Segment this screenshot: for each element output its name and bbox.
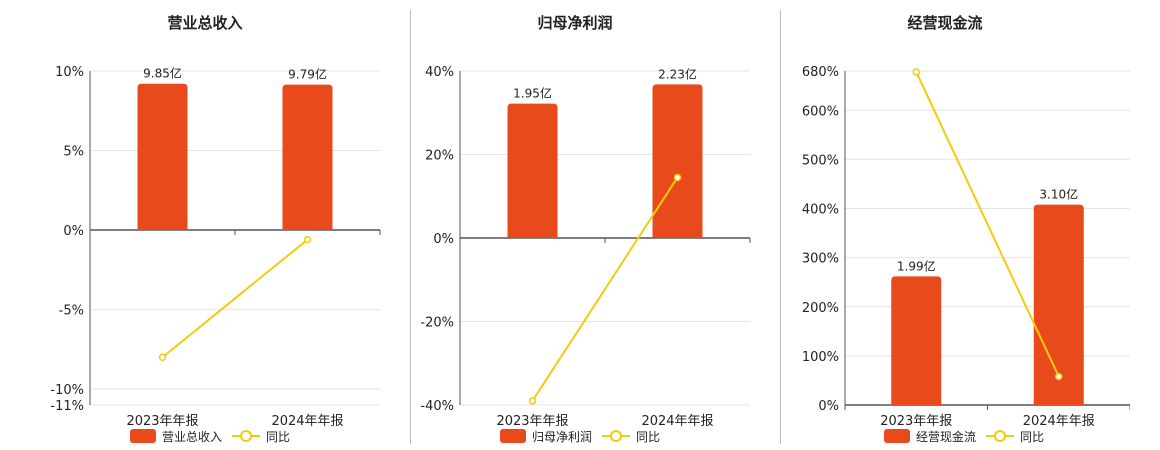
y-tick-label: 10% (55, 65, 84, 80)
y-tick-label: 5% (63, 145, 84, 160)
y-tick-label: 0% (433, 232, 454, 247)
bar (282, 84, 333, 231)
legend-line-marker (240, 430, 252, 442)
chart-panel-revenue: 营业总收入 10% 5% 0% -5% -10% -11% 9.85亿 9.79亿 2023年年… (20, 0, 390, 450)
y-tick-label: 0% (818, 399, 839, 414)
yoy-line (915, 71, 1060, 377)
chart-title: 营业总收入 (167, 14, 243, 32)
legend-line-label: 同比 (266, 430, 290, 444)
y-tick-label: -20% (420, 316, 454, 331)
panel-divider (410, 10, 411, 444)
y-tick-label: 300% (802, 252, 839, 267)
chart-revenue: 10% 5% 0% -5% -10%-11% 9.85亿 9.79亿 2023年年报 2024年… (50, 65, 381, 444)
y-tick-label: -10% (50, 383, 84, 398)
x-tick-label: 2024年年报 (271, 414, 343, 429)
bar (507, 103, 558, 238)
y-tick-label: 400% (802, 203, 839, 218)
x-tick-label: 2023年年报 (496, 414, 568, 429)
y-tick-label: 20% (425, 149, 454, 164)
legend-line-marker (610, 430, 622, 442)
yoy-point (528, 397, 537, 405)
legend-line-label: 同比 (636, 430, 660, 444)
bar-data-label: 9.79亿 (288, 67, 327, 82)
y-tick-label: 500% (802, 153, 839, 168)
x-tick-label: 2023年年报 (880, 414, 952, 429)
y-tick-label: 680% (802, 65, 839, 80)
x-tick-label: 2024年年报 (641, 414, 713, 429)
legend-line-marker (994, 430, 1006, 442)
y-tick-label: 40% (425, 65, 454, 80)
y-tick-label: -5% (59, 304, 84, 319)
chart-panel-operating-cash-flow: 经营现金流 680% 600% 500% 400% 300% 200% 100% 0% 1.99… (760, 0, 1130, 450)
legend-bar-swatch (884, 429, 910, 443)
bar-data-label: 1.99亿 (897, 258, 936, 273)
yoy-line (531, 176, 679, 402)
bar-data-label: 3.10亿 (1039, 187, 1078, 202)
legend-bar-label: 归母净利润 (532, 430, 592, 444)
yoy-point (158, 353, 167, 362)
x-tick-label: 2023年年报 (126, 414, 198, 429)
yoy-line (161, 238, 309, 359)
chart-net-profit: 40% 20% 0% -20% -40% 1.95亿 2.23亿 2023年年报 2024年年报… (420, 65, 751, 444)
y-tick-label: 200% (802, 301, 839, 316)
yoy-point (673, 173, 682, 182)
legend-bar-label: 营业总收入 (162, 430, 222, 444)
legend-bar-label: 经营现金流 (916, 429, 976, 444)
y-tick-label: 100% (802, 350, 839, 365)
legend-bar-swatch (130, 429, 156, 443)
bar-data-label: 1.95亿 (513, 86, 552, 101)
yoy-point (912, 68, 920, 76)
bar-data-label: 2.23亿 (658, 66, 697, 81)
y-tick-label: 0% (63, 224, 84, 239)
bar (891, 276, 942, 405)
yoy-point (1055, 372, 1063, 381)
y-tick-label: 600% (802, 104, 839, 119)
y-tick-label: -40% (420, 399, 454, 414)
chart-panel-net-profit: 归母净利润 40% 20% 0% -20% -40% 1.95亿 2.23亿 2023年年报 2… (390, 0, 760, 450)
chart-title: 经营现金流 (907, 14, 983, 32)
bar (1033, 204, 1084, 405)
y-tick-label: -11% (50, 399, 84, 414)
panel-divider (780, 10, 781, 444)
bar (137, 83, 188, 231)
x-tick-label: 2024年年报 (1023, 414, 1095, 429)
legend-line-label: 同比 (1020, 430, 1044, 444)
chart-title: 归母净利润 (537, 14, 613, 32)
yoy-point (303, 235, 312, 244)
bar-data-label: 9.85亿 (143, 66, 182, 81)
legend-bar-swatch (500, 429, 526, 443)
bar (652, 84, 703, 238)
chart-operating-cash-flow: 680% 600% 500% 400% 300% 200% 100% 0% 1.99亿 3.10亿… (802, 65, 1130, 444)
